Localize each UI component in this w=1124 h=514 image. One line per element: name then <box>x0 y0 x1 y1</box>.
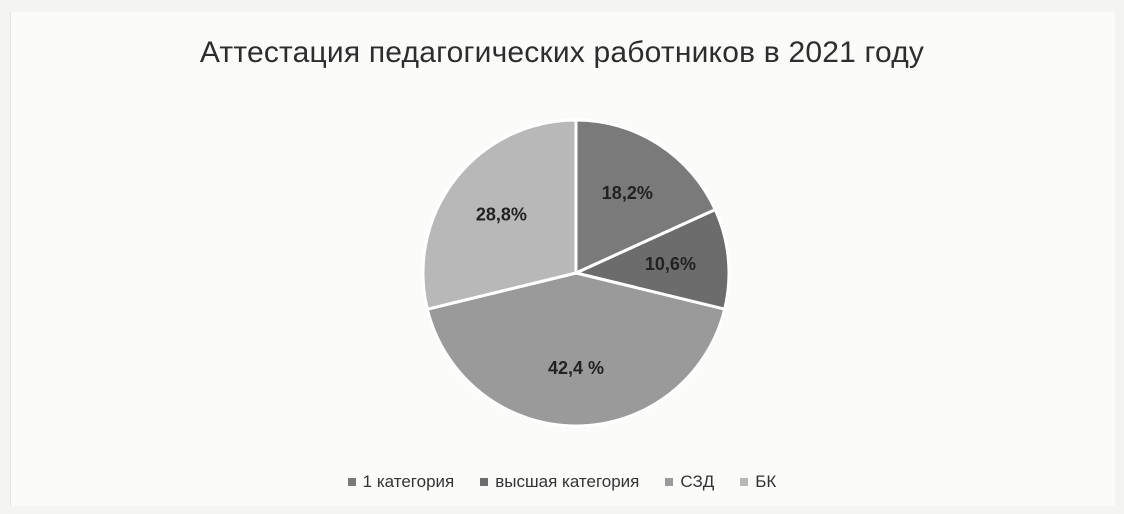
chart-title: Аттестация педагогических работников в 2… <box>199 36 925 69</box>
pie-labels: 18,2% 10,6% 42,4 % 28,8% <box>476 183 696 378</box>
legend-swatch <box>665 478 674 486</box>
pie-slices <box>421 118 731 428</box>
legend-item-1-category: 1 категория <box>347 472 455 492</box>
legend-item-szd: СЗД <box>665 472 714 492</box>
pie-slice <box>425 271 727 428</box>
legend: 1 категория высшая категория СЗД БК <box>0 472 1124 492</box>
legend-label: БК <box>755 472 777 491</box>
legend-item-bk: БК <box>740 472 776 492</box>
legend-swatch <box>347 478 356 486</box>
legend-item-highest-category: высшая категория <box>480 472 639 492</box>
slice-data-label: 42,4 % <box>548 358 604 378</box>
pie-slice <box>571 207 731 311</box>
legend-label: высшая категория <box>495 472 640 491</box>
slice-data-label: 18,2% <box>602 183 653 203</box>
slice-data-label: 28,8% <box>476 204 527 224</box>
legend-label: 1 категория <box>362 472 455 491</box>
pie-slice <box>421 118 578 311</box>
legend-label: СЗД <box>680 472 715 491</box>
slice-data-label: 10,6% <box>645 254 696 274</box>
legend-swatch <box>740 478 749 486</box>
legend-swatch <box>480 478 489 486</box>
pie-slice <box>574 118 718 276</box>
